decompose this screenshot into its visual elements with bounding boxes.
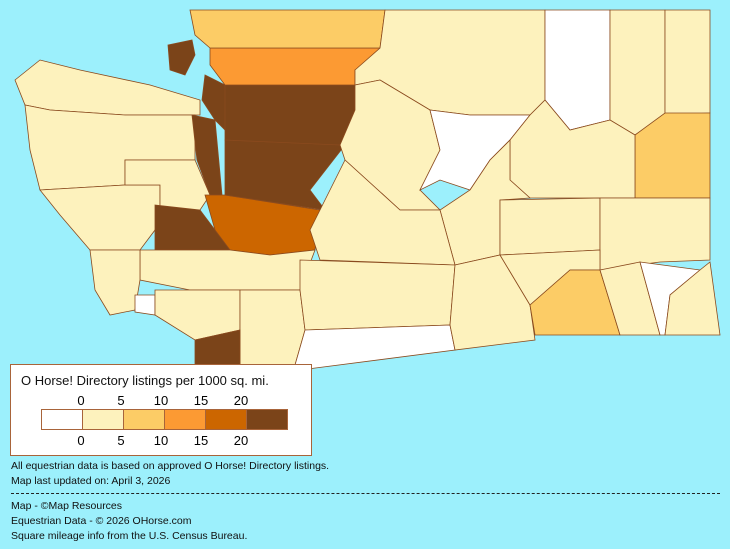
county-skamania	[239, 289, 306, 366]
data-credit: Equestrian Data - © 2026 OHorse.com	[11, 515, 192, 527]
county-san-juan	[167, 39, 196, 76]
legend-title: O Horse! Directory listings per 1000 sq.…	[21, 373, 269, 388]
county-pacific	[89, 249, 141, 316]
tick: 20	[233, 433, 249, 448]
tick: 10	[153, 393, 169, 408]
tick: 15	[193, 393, 209, 408]
county-whitman	[599, 197, 711, 271]
legend-swatch	[83, 410, 124, 429]
county-stevens	[609, 9, 666, 136]
data-note: All equestrian data is based on approved…	[11, 460, 330, 472]
tick: 5	[117, 393, 125, 408]
county-adams	[499, 197, 601, 256]
county-whatcom	[189, 9, 386, 49]
tick: 0	[77, 433, 85, 448]
county-asotin	[664, 261, 721, 336]
legend: O Horse! Directory listings per 1000 sq.…	[10, 364, 312, 456]
county-lewis	[139, 249, 316, 291]
tick: 15	[193, 433, 209, 448]
county-wahkiakum	[134, 294, 156, 316]
county-snohomish	[224, 84, 356, 146]
tick: 5	[117, 433, 125, 448]
county-klickitat	[294, 324, 456, 371]
county-skagit	[209, 47, 381, 86]
legend-color-bar	[41, 409, 288, 430]
legend-swatch	[247, 410, 287, 429]
county-kittitas	[309, 159, 456, 266]
legend-swatch	[42, 410, 83, 429]
census-credit: Square mileage info from the U.S. Census…	[11, 530, 248, 542]
tick: 0	[77, 393, 85, 408]
county-pend-oreille	[664, 9, 711, 116]
divider	[11, 493, 720, 494]
legend-swatch	[206, 410, 247, 429]
map-credit: Map - ©Map Resources	[11, 500, 123, 512]
tick: 20	[233, 393, 249, 408]
tick: 10	[153, 433, 169, 448]
updated-note: Map last updated on: April 3, 2026	[11, 475, 171, 487]
county-yakima	[299, 259, 456, 331]
county-grays-harbor	[39, 184, 161, 251]
legend-swatch	[165, 410, 206, 429]
county-island	[201, 74, 231, 137]
legend-swatch	[124, 410, 165, 429]
